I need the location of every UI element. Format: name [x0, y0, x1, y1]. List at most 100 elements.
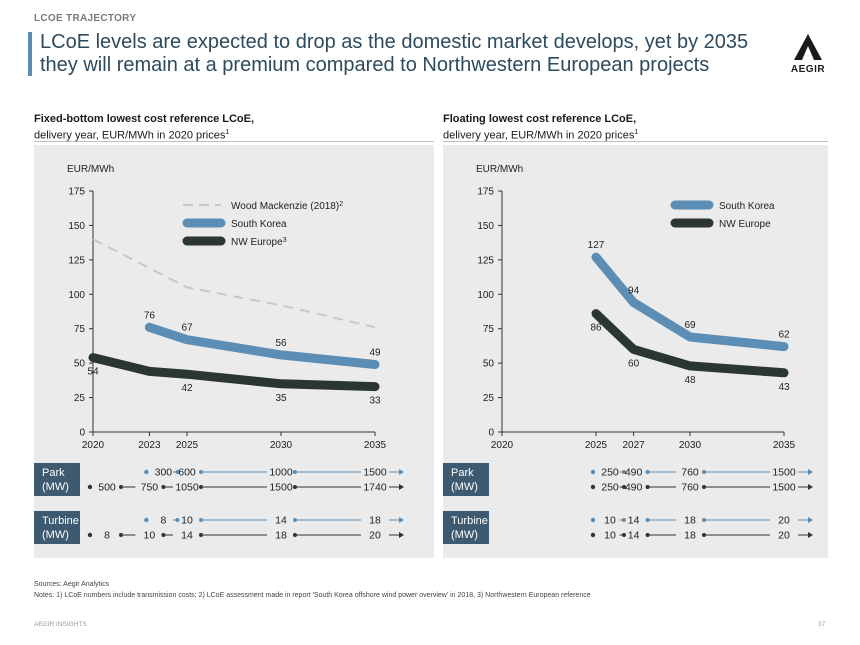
- park-unit: (MW): [42, 481, 69, 493]
- park-joint-nw: [199, 485, 203, 489]
- y-tick-label: 175: [477, 187, 494, 198]
- y-axis-label: EUR/MWh: [67, 164, 114, 175]
- turbine-value-nw: 8: [104, 530, 110, 542]
- x-tick-label: 2035: [364, 440, 387, 451]
- y-tick-label: 150: [68, 221, 85, 232]
- turbine-value-nw: 14: [628, 530, 640, 542]
- park-joint-nw: [622, 485, 626, 489]
- park-label: Park: [451, 467, 474, 479]
- turbine-value-nw: 20: [778, 530, 790, 542]
- data-label-nw: 48: [684, 375, 696, 386]
- legend-label-kr: South Korea: [231, 219, 287, 230]
- park-joint-nw: [702, 485, 706, 489]
- x-tick-label: 2030: [679, 440, 702, 451]
- park-value-nw: 250: [601, 482, 619, 494]
- park-arrow-kr: [399, 469, 404, 475]
- park-arrow-nw: [808, 484, 813, 490]
- y-tick-label: 25: [74, 393, 86, 404]
- park-label-box: [443, 463, 489, 496]
- sources-note: Sources: Aegir Analytics: [34, 581, 110, 588]
- turbine-value-nw: 10: [144, 530, 156, 542]
- y-tick-label: 75: [74, 324, 86, 335]
- turbine-joint-nw: [702, 533, 706, 537]
- park-value-kr: 600: [178, 467, 196, 479]
- data-label-nw: 54: [87, 367, 99, 378]
- y-tick-label: 50: [74, 359, 86, 370]
- turbine-label: Turbine: [451, 515, 488, 527]
- park-value-nw: 1500: [269, 482, 293, 494]
- turbine-joint-kr: [622, 518, 626, 522]
- footer-brand: AEGIR INSIGHTS: [34, 621, 87, 628]
- turbine-joint-nw: [293, 533, 297, 537]
- park-dot-nw: [590, 484, 596, 490]
- turbine-joint-nw: [119, 533, 123, 537]
- data-label-kr: 76: [144, 310, 156, 321]
- y-tick-label: 25: [483, 393, 495, 404]
- turbine-value-kr: 20: [778, 515, 790, 527]
- data-label-nw: 86: [590, 323, 602, 334]
- turbine-arrow-kr: [399, 517, 404, 523]
- park-value-kr: 250: [601, 467, 619, 479]
- turbine-value-kr: 18: [684, 515, 696, 527]
- park-value-nw: 760: [681, 482, 699, 494]
- park-arrow-nw: [399, 484, 404, 490]
- left-panel-title: Fixed-bottom lowest cost reference LCoE,…: [34, 113, 254, 143]
- left-chart-panel: EUR/MWh 0 25 50 75 100 125 150 175 2020 2023 2025 20…: [34, 145, 434, 558]
- turbine-value-nw: 18: [275, 530, 287, 542]
- turbine-arrow-kr: [808, 517, 813, 523]
- right-panel-title: Floating lowest cost reference LCoE, del…: [443, 113, 638, 143]
- park-value-kr: 1500: [363, 467, 387, 479]
- y-tick-label: 75: [483, 324, 495, 335]
- right-panel-subheading: delivery year, EUR/MWh in 2020 prices: [443, 129, 635, 142]
- data-label-nw: 35: [275, 393, 287, 404]
- turbine-joint-kr: [645, 518, 650, 522]
- x-tick-label: 2023: [138, 440, 161, 451]
- park-value-nw: 500: [98, 482, 116, 494]
- park-value-kr: 1500: [772, 467, 796, 479]
- park-label-box: [34, 463, 80, 496]
- turbine-arrow-nw: [808, 532, 813, 538]
- data-label-nw: 33: [369, 396, 381, 407]
- park-value-nw: 750: [141, 482, 159, 494]
- right-panel-heading: Floating lowest cost reference LCoE,: [443, 113, 637, 125]
- x-tick-label: 2030: [270, 440, 293, 451]
- left-panel-heading: Fixed-bottom lowest cost reference LCoE,: [34, 113, 255, 125]
- turbine-joint-kr: [199, 518, 203, 522]
- turbine-joint-nw: [199, 533, 203, 537]
- turbine-value-kr: 14: [628, 515, 640, 527]
- turbine-joint-nw: [622, 533, 626, 537]
- park-joint-kr: [622, 470, 626, 474]
- turbine-value-nw: 14: [181, 530, 193, 542]
- park-joint-nw: [645, 485, 650, 489]
- turbine-value-nw: 18: [684, 530, 696, 542]
- park-value-nw: 1500: [772, 482, 796, 494]
- notes-text: Notes: 1) LCoE numbers include transmiss…: [34, 592, 591, 599]
- park-value-kr: 1000: [269, 467, 293, 479]
- park-dot-kr: [144, 469, 149, 475]
- legend-footnote-ref: 2: [339, 201, 343, 208]
- turbine-joint-kr: [293, 518, 297, 522]
- y-tick-label: 125: [477, 255, 494, 266]
- series-line-nw: [88, 353, 380, 392]
- data-label-nw: 60: [628, 358, 640, 369]
- left-panel-footnote-ref: 1: [225, 129, 230, 136]
- park-value-nw: 1050: [175, 482, 199, 494]
- turbine-label: Turbine: [42, 515, 79, 527]
- park-joint-kr: [199, 470, 203, 474]
- legend-label-kr: South Korea: [719, 201, 775, 212]
- turbine-value-kr: 10: [604, 515, 616, 527]
- left-panel-subheading: delivery year, EUR/MWh in 2020 prices: [34, 129, 226, 142]
- x-tick-label: 2020: [491, 440, 514, 451]
- turbine-unit: (MW): [42, 529, 69, 541]
- turbine-joint-kr: [175, 518, 180, 522]
- legend-label-nw: NW Europe3: [231, 237, 287, 249]
- y-tick-label: 150: [477, 221, 494, 232]
- page-number: 37: [818, 621, 826, 628]
- turbine-dot-kr: [144, 517, 149, 523]
- legend-footnote-ref: 3: [283, 237, 287, 244]
- x-tick-label: 2020: [82, 440, 105, 451]
- data-label-nw: 42: [181, 383, 193, 394]
- turbine-dot-nw: [590, 532, 596, 538]
- left-panel-rule: [34, 141, 434, 142]
